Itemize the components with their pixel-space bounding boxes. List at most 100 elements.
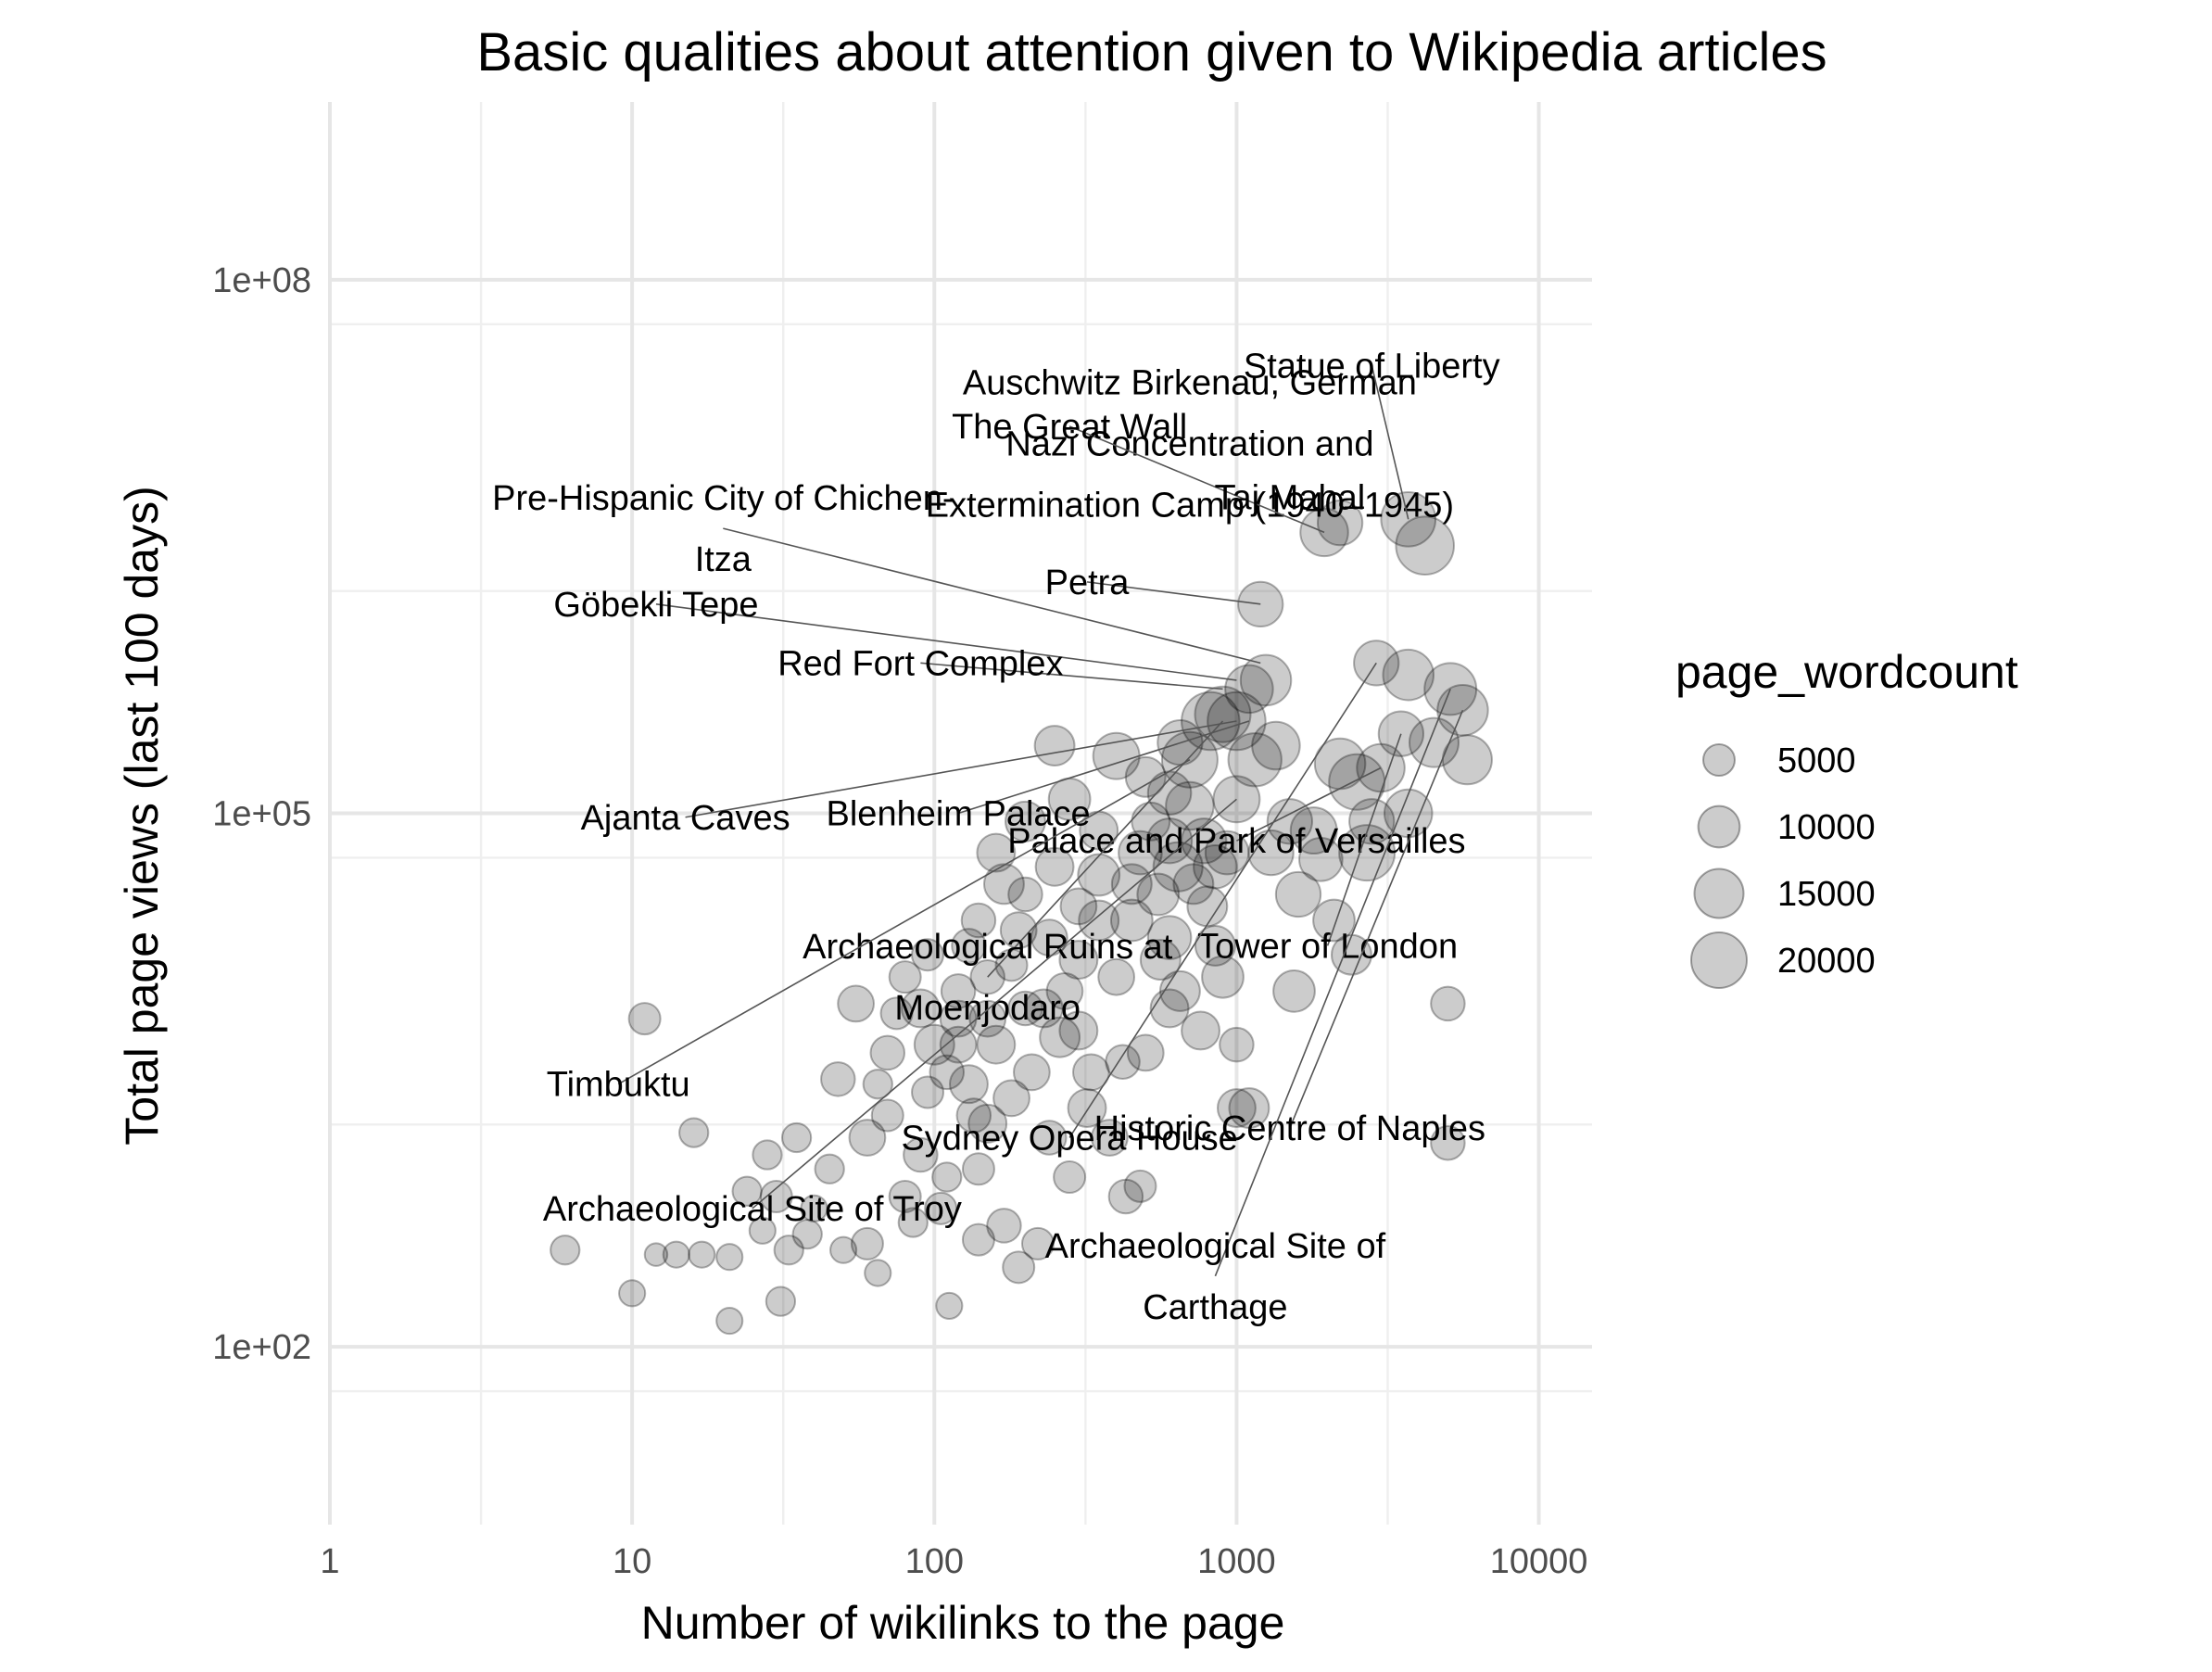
data-point [1395, 515, 1455, 576]
annotation-label: Göbekli Tepe [553, 586, 758, 625]
data-point [1077, 853, 1121, 897]
x-tick-label: 10 [613, 1542, 651, 1581]
data-point [1194, 685, 1252, 743]
data-point [968, 999, 1007, 1038]
legend-size-key [1690, 931, 1748, 989]
data-point [1023, 988, 1064, 1029]
annotation-label: Archaeological Site of Troy [543, 1190, 962, 1229]
data-point [888, 960, 922, 994]
data-point [1118, 830, 1163, 876]
data-point [1312, 898, 1356, 943]
data-point [1107, 1178, 1144, 1215]
data-point [1078, 899, 1120, 942]
annotation-label: Historic Centre of Naples [1094, 1109, 1485, 1148]
annotation-label: Pre-Hispanic City of Chichen- [492, 479, 954, 518]
x-tick-label: 1 [320, 1542, 339, 1581]
data-point [949, 1064, 989, 1105]
annotations-layer: Auschwitz Birkenau, German Nazi Concentra… [492, 347, 1500, 1327]
data-point [994, 948, 1029, 982]
legend-label: 5000 [1777, 741, 1856, 780]
annotation-leader-line [1086, 581, 1261, 605]
data-point [976, 832, 1017, 873]
annotation-label: Sydney Opera House [901, 1119, 1237, 1158]
data-point [850, 1226, 884, 1260]
data-point [1005, 800, 1046, 842]
data-point [1172, 863, 1215, 906]
data-point [929, 1054, 966, 1091]
data-point [1239, 653, 1293, 707]
annotation-leader-line [723, 527, 1261, 665]
x-axis-title: Number of wikilinks to the page [641, 1597, 1285, 1649]
data-point [961, 1152, 995, 1186]
data-point [1145, 817, 1194, 865]
legend-size-key [1697, 804, 1741, 849]
data-point [1097, 957, 1136, 996]
data-point [1002, 1250, 1036, 1285]
data-point [618, 1279, 647, 1308]
annotation-label: Archaeological Ruins at [803, 928, 1173, 967]
data-point [1430, 985, 1466, 1022]
y-axis-title: Total page views (last 100 days) [116, 486, 168, 1145]
annotation-label: Extermination Camp (1940–1945) [926, 487, 1454, 526]
annotation-leader-line [617, 759, 1191, 1085]
annotation-label: Statue of Liberty [1244, 347, 1500, 386]
data-point [848, 1119, 887, 1157]
data-point [862, 1069, 893, 1100]
data-point [1110, 863, 1153, 906]
data-point [976, 1024, 1017, 1065]
axis-layer: 1 10 100 1000 10000 1e+02 1e+05 1e+08 [212, 261, 1587, 1581]
annotation-label: Nazi Concentration and [1005, 425, 1373, 464]
data-point [1059, 887, 1098, 926]
data-point [1194, 924, 1236, 967]
data-point [1228, 1087, 1270, 1129]
data-point [765, 1286, 797, 1317]
data-point [870, 1098, 904, 1133]
data-point [1136, 872, 1181, 917]
x-tick-label: 1000 [1197, 1542, 1276, 1581]
data-point [1058, 1010, 1099, 1051]
annotation-label: The Great Wall [952, 408, 1187, 447]
data-point [940, 973, 977, 1009]
data-point [869, 1034, 906, 1071]
grid-layer [328, 102, 1592, 1525]
data-point [759, 1179, 793, 1213]
annotation-leader-line [1068, 662, 1377, 1138]
data-point [1020, 1226, 1055, 1260]
data-point [951, 928, 987, 964]
data-point [1123, 1169, 1157, 1203]
data-point [1251, 720, 1301, 771]
data-point [900, 988, 941, 1029]
annotation-leader-line [685, 720, 1237, 818]
data-point [1219, 1026, 1255, 1063]
x-tick-label: 10000 [1490, 1542, 1588, 1581]
data-point [748, 1216, 777, 1245]
annotation-label: Taj Mahal [1215, 478, 1366, 517]
data-point [1348, 798, 1396, 845]
legend-label: 20000 [1777, 942, 1876, 981]
data-point [1272, 969, 1316, 1013]
data-point [1012, 1053, 1051, 1092]
legend-title: page_wordcount [1675, 646, 2018, 698]
annotation-label: Tower of London [1197, 927, 1458, 966]
points-layer [550, 490, 1493, 1336]
data-point [1430, 1124, 1466, 1161]
data-point [1193, 843, 1238, 890]
data-point [1204, 830, 1250, 876]
data-point [1181, 1010, 1220, 1051]
data-point [1274, 870, 1322, 918]
data-point [1030, 918, 1068, 956]
y-tick-label: 1e+08 [212, 261, 311, 300]
data-point [879, 996, 914, 1031]
data-point [1045, 971, 1084, 1010]
data-point [939, 1025, 978, 1064]
data-point [731, 1175, 763, 1207]
data-point [1408, 716, 1460, 768]
data-point [715, 1307, 744, 1336]
data-point [1227, 732, 1283, 788]
legend-size-key [1702, 743, 1736, 777]
y-tick-label: 1e+05 [212, 795, 311, 834]
annotation-label: Petra [1045, 564, 1131, 602]
legend-label: 15000 [1777, 875, 1876, 914]
data-point [1039, 1016, 1081, 1058]
